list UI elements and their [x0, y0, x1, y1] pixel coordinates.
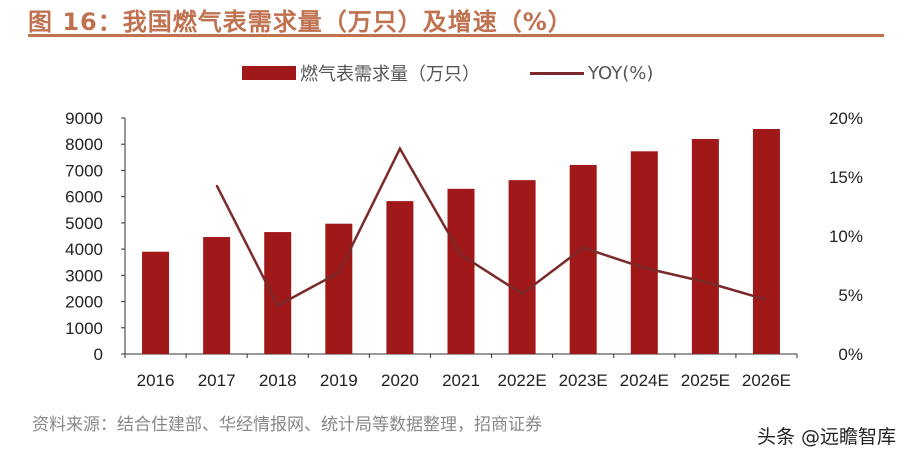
yoy-point-2026E	[765, 299, 767, 301]
y-right-tick-label: 10%	[829, 227, 863, 246]
chart-title: 图 16：我国燃气表需求量（万只）及增速（%）	[28, 8, 573, 36]
y-left-tick-label: 6000	[65, 188, 103, 207]
y-left-tick-label: 0	[94, 345, 103, 364]
source-note: 资料来源：结合住建部、华经情报网、统计局等数据整理，招商证券	[32, 415, 542, 435]
yoy-point-2025E	[704, 281, 706, 283]
yoy-point-2021	[460, 254, 462, 256]
bar-2024E	[630, 151, 658, 354]
bar-2025E	[691, 138, 719, 354]
x-tick-label: 2018	[259, 371, 297, 390]
yoy-point-2018	[277, 305, 279, 307]
yoy-point-2020	[399, 148, 401, 150]
x-tick-label: 2026E	[742, 371, 791, 390]
x-tick-label: 2022E	[498, 371, 547, 390]
y-left-tick-label: 4000	[65, 240, 103, 259]
bar-2020	[386, 201, 414, 354]
yoy-point-2017	[216, 184, 218, 186]
y-left-tick-label: 9000	[65, 109, 103, 128]
y-left-tick-label: 1000	[65, 319, 103, 338]
y-right-tick-label: 5%	[838, 286, 863, 305]
legend: 燃气表需求量（万只） YOY(%)	[242, 60, 653, 86]
x-tick-label: 2021	[442, 371, 480, 390]
legend-bar-swatch	[242, 66, 296, 80]
x-tick-label: 2017	[198, 371, 236, 390]
bar-2018	[264, 232, 292, 354]
bar-2021	[447, 188, 475, 354]
watermark: 头条 @远瞻智库	[756, 422, 896, 449]
bar-2022E	[508, 180, 536, 354]
x-tick-label: 2020	[381, 371, 419, 390]
x-tick-label: 2025E	[681, 371, 730, 390]
legend-line-swatch	[530, 71, 584, 75]
yoy-point-2024E	[643, 267, 645, 269]
y-right-tick-label: 20%	[829, 109, 863, 128]
yoy-point-2019	[338, 272, 340, 274]
yoy-point-2023E	[582, 247, 584, 249]
x-tick-label: 2024E	[620, 371, 669, 390]
y-left-tick-label: 7000	[65, 161, 103, 180]
bar-2017	[203, 237, 231, 354]
x-tick-label: 2023E	[559, 371, 608, 390]
bar-2023E	[569, 164, 597, 354]
y-left-tick-label: 2000	[65, 293, 103, 312]
y-right-tick-label: 15%	[829, 168, 863, 187]
yoy-line	[215, 146, 767, 308]
y-left-tick-label: 3000	[65, 266, 103, 285]
bar-2026E	[752, 129, 780, 354]
title-divider	[28, 34, 884, 37]
y-right-tick-label: 0%	[838, 345, 863, 364]
y-left-tick-label: 8000	[65, 135, 103, 154]
yoy-point-2022E	[521, 293, 523, 295]
legend-line-label: YOY(%)	[588, 62, 654, 84]
x-tick-label: 2019	[320, 371, 358, 390]
bar-2019	[325, 223, 353, 354]
y-left-tick-label: 5000	[65, 214, 103, 233]
x-tick-label: 2016	[137, 371, 175, 390]
bar-2016	[142, 251, 170, 354]
legend-bar-label: 燃气表需求量（万只）	[300, 64, 480, 85]
